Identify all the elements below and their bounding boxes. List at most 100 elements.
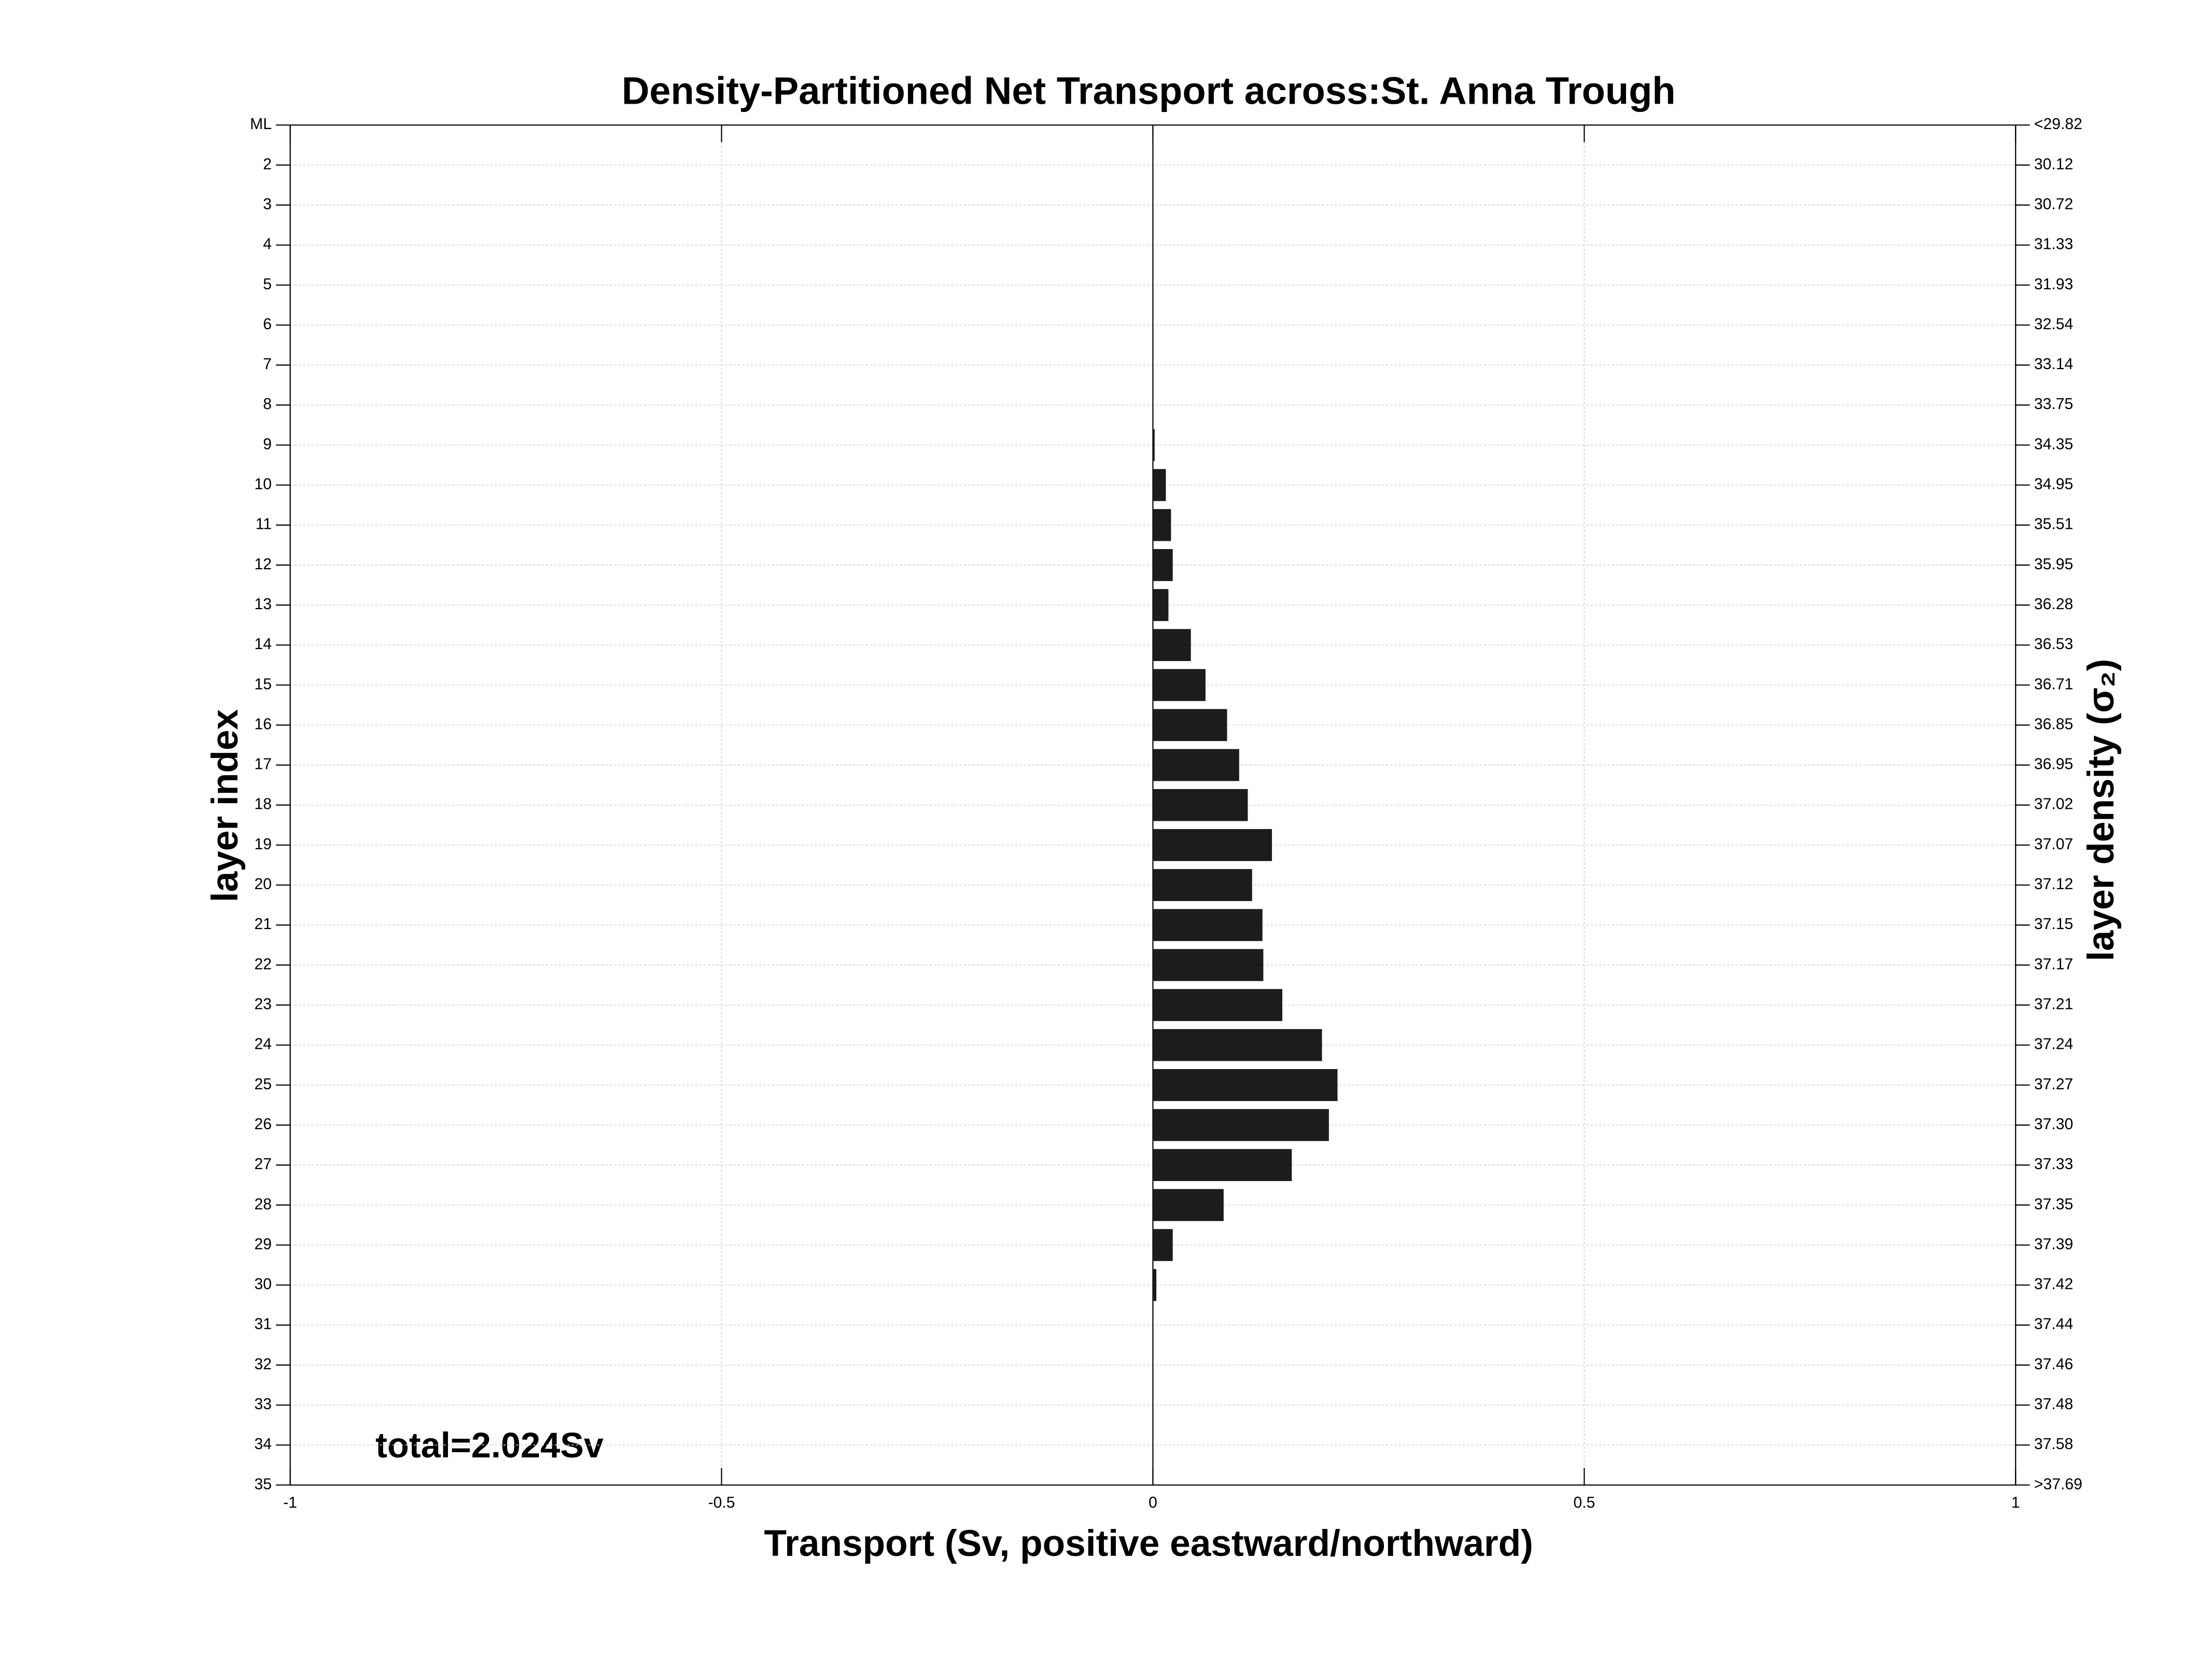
plot-frame — [289, 124, 2017, 1486]
y-tick-label: 18 — [255, 796, 272, 813]
y-tick-label: 25 — [255, 1076, 272, 1093]
y-tick-label: 28 — [255, 1196, 272, 1213]
bar — [1153, 669, 1206, 701]
y-tick-label: 33 — [255, 1396, 272, 1413]
y-tick-label: 16 — [255, 715, 272, 733]
y-tick-label: 32 — [255, 1356, 272, 1373]
y-tick-label: 8 — [263, 396, 272, 413]
y-tick-label: 17 — [255, 756, 272, 773]
y2-tick-label: 37.24 — [2034, 1036, 2073, 1053]
x-axis-label: Transport (Sv, positive eastward/northwa… — [764, 1523, 1533, 1564]
bar — [1153, 989, 1283, 1021]
y-tick-label: 21 — [255, 916, 272, 933]
y-tick-label: 34 — [255, 1436, 272, 1453]
y-tick-label: 7 — [263, 356, 272, 373]
y-tick-label: 14 — [255, 636, 272, 653]
y2-tick-label: 31.93 — [2034, 276, 2073, 293]
y-tick-label: 12 — [255, 556, 272, 573]
bar — [1153, 1189, 1224, 1221]
y2-tick-label: 37.44 — [2034, 1316, 2073, 1333]
y2-tick-label: 34.35 — [2034, 436, 2073, 453]
chart-title: Density-Partitioned Net Transport across… — [622, 69, 1676, 112]
y2-tick-label: 37.39 — [2034, 1235, 2073, 1253]
y2-tick-label: 37.48 — [2034, 1396, 2073, 1413]
y2-tick-label: 37.12 — [2034, 876, 2073, 893]
y-tick-label: 22 — [255, 956, 272, 973]
y2-tick-label: 37.15 — [2034, 916, 2073, 933]
y-tick-label: 24 — [255, 1036, 272, 1053]
y-tick-label: 9 — [263, 436, 272, 453]
bar — [1153, 1029, 1322, 1061]
y-tick-label: 2 — [263, 156, 272, 173]
y2-tick-label: 33.75 — [2034, 396, 2073, 413]
y-tick-label: 3 — [263, 195, 272, 213]
y2-tick-label: 31.33 — [2034, 236, 2073, 253]
bar — [1153, 629, 1191, 662]
y2-tick-label: 37.17 — [2034, 956, 2073, 973]
x-tick-label: -1 — [283, 1494, 297, 1511]
bar — [1153, 949, 1264, 981]
bar — [1153, 1149, 1292, 1181]
y2-tick-label: 30.72 — [2034, 195, 2073, 213]
bar — [1153, 549, 1173, 581]
y-tick-label: 5 — [263, 276, 272, 293]
y2-tick-label: 37.42 — [2034, 1276, 2073, 1293]
y-tick-label: 31 — [255, 1316, 272, 1333]
y2-tick-label: 37.02 — [2034, 796, 2073, 813]
y-tick-label: 35 — [255, 1476, 272, 1493]
y-tick-label: 4 — [263, 236, 272, 253]
y2-tick-label: 37.27 — [2034, 1076, 2073, 1093]
y-tick-label: 13 — [255, 596, 272, 613]
x-tick-label: 0.5 — [1573, 1494, 1595, 1511]
y2-tick-label: 37.35 — [2034, 1196, 2073, 1213]
y2-axis-label: layer density (σ₂) — [2080, 659, 2122, 961]
bar — [1153, 1229, 1173, 1261]
y2-tick-label: 37.07 — [2034, 836, 2073, 853]
bar — [1153, 829, 1272, 861]
y2-tick-label: 35.95 — [2034, 556, 2073, 573]
y2-tick-label: 36.95 — [2034, 756, 2073, 773]
y2-tick-label: 37.58 — [2034, 1436, 2073, 1453]
y2-tick-label: 37.33 — [2034, 1156, 2073, 1173]
y-tick-label: 15 — [255, 676, 272, 693]
y2-tick-label: 35.51 — [2034, 516, 2073, 533]
y2-tick-label: 33.14 — [2034, 356, 2073, 373]
bar — [1153, 1269, 1157, 1301]
x-tick-label: 1 — [2011, 1494, 2020, 1511]
y2-tick-label: 36.53 — [2034, 636, 2073, 653]
y2-tick-label: 32.54 — [2034, 316, 2073, 333]
y-tick-label: 19 — [255, 836, 272, 853]
y2-tick-label: 30.12 — [2034, 156, 2073, 173]
y2-tick-label: 37.46 — [2034, 1356, 2073, 1373]
y-tick-label: 29 — [255, 1235, 272, 1253]
y2-tick-label: 34.95 — [2034, 476, 2073, 493]
y-tick-label: 6 — [263, 316, 272, 333]
y2-tick-label: 36.28 — [2034, 596, 2073, 613]
bar — [1153, 909, 1263, 942]
y-tick-label: 10 — [255, 476, 272, 493]
bar — [1153, 789, 1248, 821]
bar — [1153, 589, 1169, 621]
bar — [1153, 1109, 1329, 1141]
y-tick-label: 20 — [255, 876, 272, 893]
bar — [1153, 709, 1227, 741]
y2-tick-label: >37.69 — [2034, 1476, 2082, 1493]
y-tick-label: 30 — [255, 1276, 272, 1293]
y2-tick-label: 36.85 — [2034, 715, 2073, 733]
y2-tick-label: 36.71 — [2034, 676, 2073, 693]
bar — [1153, 749, 1239, 781]
bar — [1153, 1069, 1338, 1101]
annotation: total=2.024Sv — [375, 1425, 604, 1465]
bar — [1153, 429, 1155, 461]
y2-tick-label: 37.21 — [2034, 995, 2073, 1013]
bar — [1153, 509, 1171, 541]
bar — [1153, 869, 1252, 901]
bar — [1153, 469, 1166, 501]
y-tick-label: 23 — [255, 995, 272, 1013]
y2-tick-label: <29.82 — [2034, 116, 2082, 133]
y2-tick-label: 37.30 — [2034, 1116, 2073, 1133]
y-tick-label: 27 — [255, 1156, 272, 1173]
y-tick-label: 26 — [255, 1116, 272, 1133]
y-tick-label: ML — [250, 116, 272, 133]
